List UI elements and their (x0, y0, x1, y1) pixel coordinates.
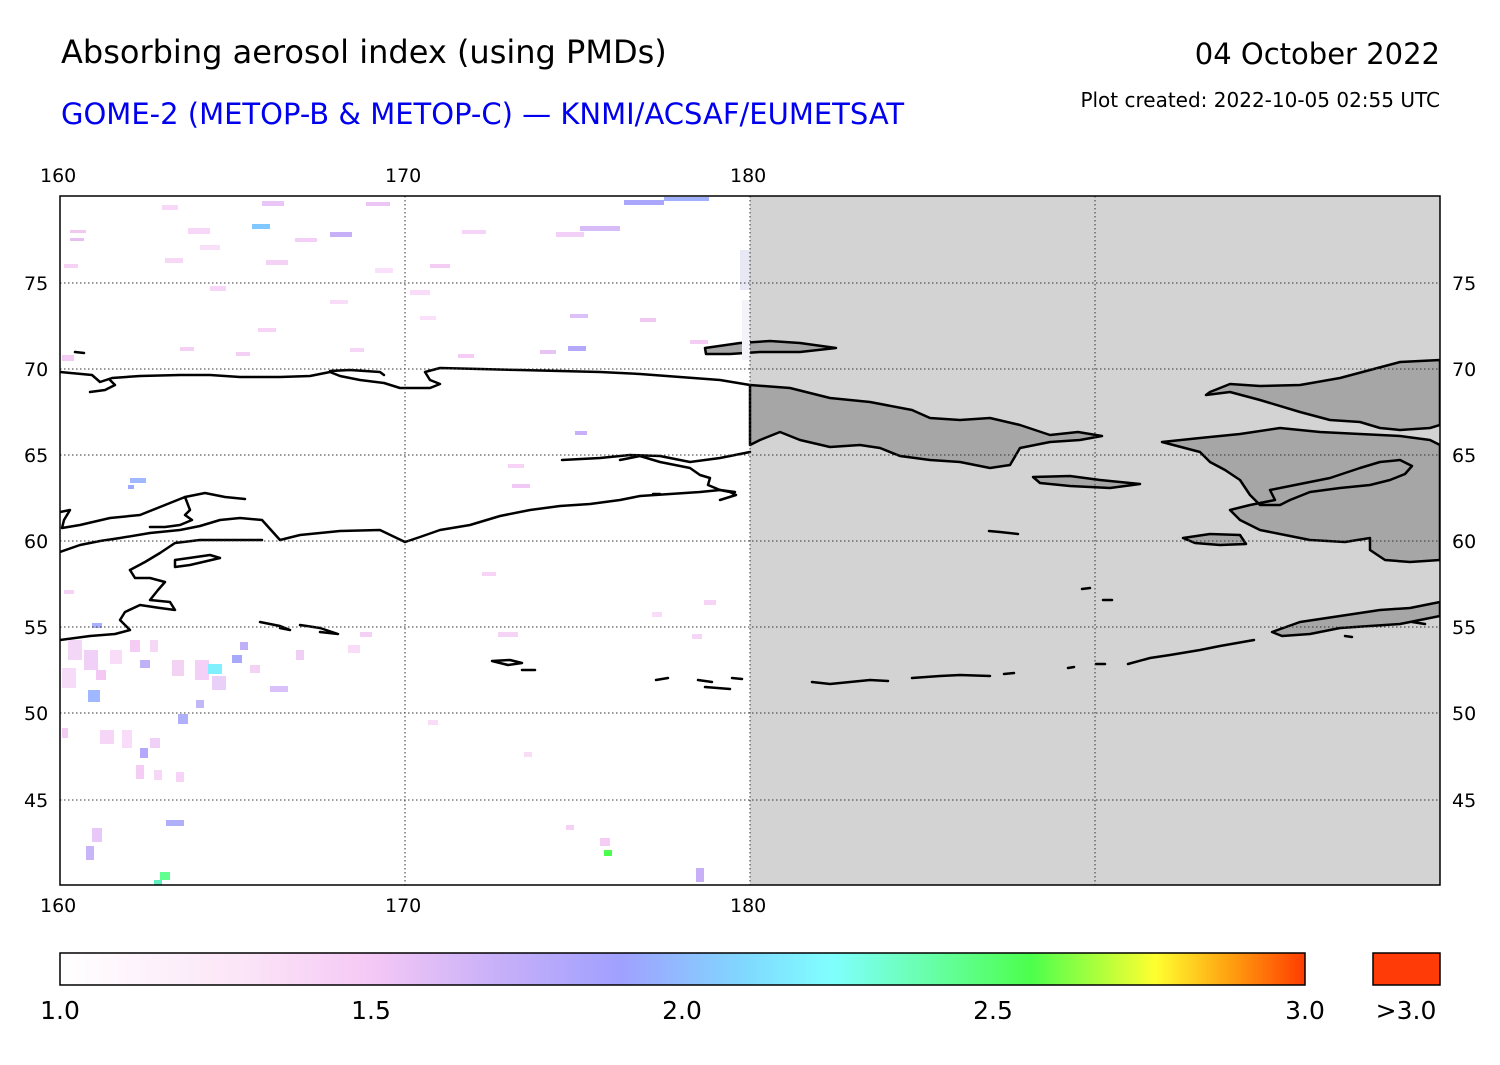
lon-tick-label: 160 (40, 165, 76, 187)
land-no-data (703, 339, 1440, 638)
lat-tick-label: 45 (1452, 790, 1476, 812)
lat-tick-label: 55 (24, 617, 48, 639)
lat-tick-label: 50 (1452, 703, 1476, 725)
island-coastlines (810, 529, 1427, 686)
plot-subtitle: GOME-2 (METOP-B & METOP-C) — KNMI/ACSAF/… (61, 97, 905, 131)
lat-tick-label: 60 (1452, 531, 1476, 553)
lon-ticks-bottom: 160 170 180 (40, 895, 766, 917)
colorbar-overflow-label: >3.0 (1376, 996, 1437, 1025)
lat-tick-label: 70 (24, 359, 48, 381)
colorbar: 1.0 1.5 2.0 2.5 3.0 >3.0 (40, 952, 1441, 1025)
plot-title: Absorbing aerosol index (using PMDs) (61, 33, 667, 71)
coastlines (60, 350, 752, 691)
lat-tick-label: 65 (24, 445, 48, 467)
colorbar-label: 1.0 (40, 996, 80, 1025)
plot-created-timestamp: Plot created: 2022-10-05 02:55 UTC (1080, 88, 1440, 112)
lon-tick-label: 170 (385, 895, 421, 917)
lat-tick-label: 75 (1452, 273, 1476, 295)
colorbar-label: 3.0 (1285, 996, 1325, 1025)
colorbar-overflow-swatch (1372, 952, 1441, 986)
lat-tick-label: 45 (24, 790, 48, 812)
colorbar-label: 2.5 (973, 996, 1013, 1025)
gridlines (60, 196, 1440, 885)
lon-tick-label: 180 (730, 895, 766, 917)
lat-ticks-right: 75 70 65 60 55 50 45 (1452, 273, 1476, 812)
colorbar-label: 2.0 (662, 996, 702, 1025)
lon-tick-label: 180 (730, 165, 766, 187)
lon-tick-label: 170 (385, 165, 421, 187)
lat-tick-label: 55 (1452, 617, 1476, 639)
lon-tick-label: 160 (40, 895, 76, 917)
lat-tick-label: 75 (24, 273, 48, 295)
lat-ticks-left: 75 70 65 60 55 50 45 (24, 273, 48, 812)
lat-tick-label: 70 (1452, 359, 1476, 381)
lat-tick-label: 65 (1452, 445, 1476, 467)
lon-ticks-top: 160 170 180 (40, 165, 766, 187)
colorbar-gradient (59, 952, 1306, 986)
lat-tick-label: 50 (24, 703, 48, 725)
aerosol-pixels (62, 197, 750, 885)
map-frame (59, 195, 1441, 886)
plot-date: 04 October 2022 (1194, 37, 1440, 71)
map-panel (60, 196, 1440, 885)
lat-tick-label: 60 (24, 531, 48, 553)
colorbar-label: 1.5 (351, 996, 391, 1025)
